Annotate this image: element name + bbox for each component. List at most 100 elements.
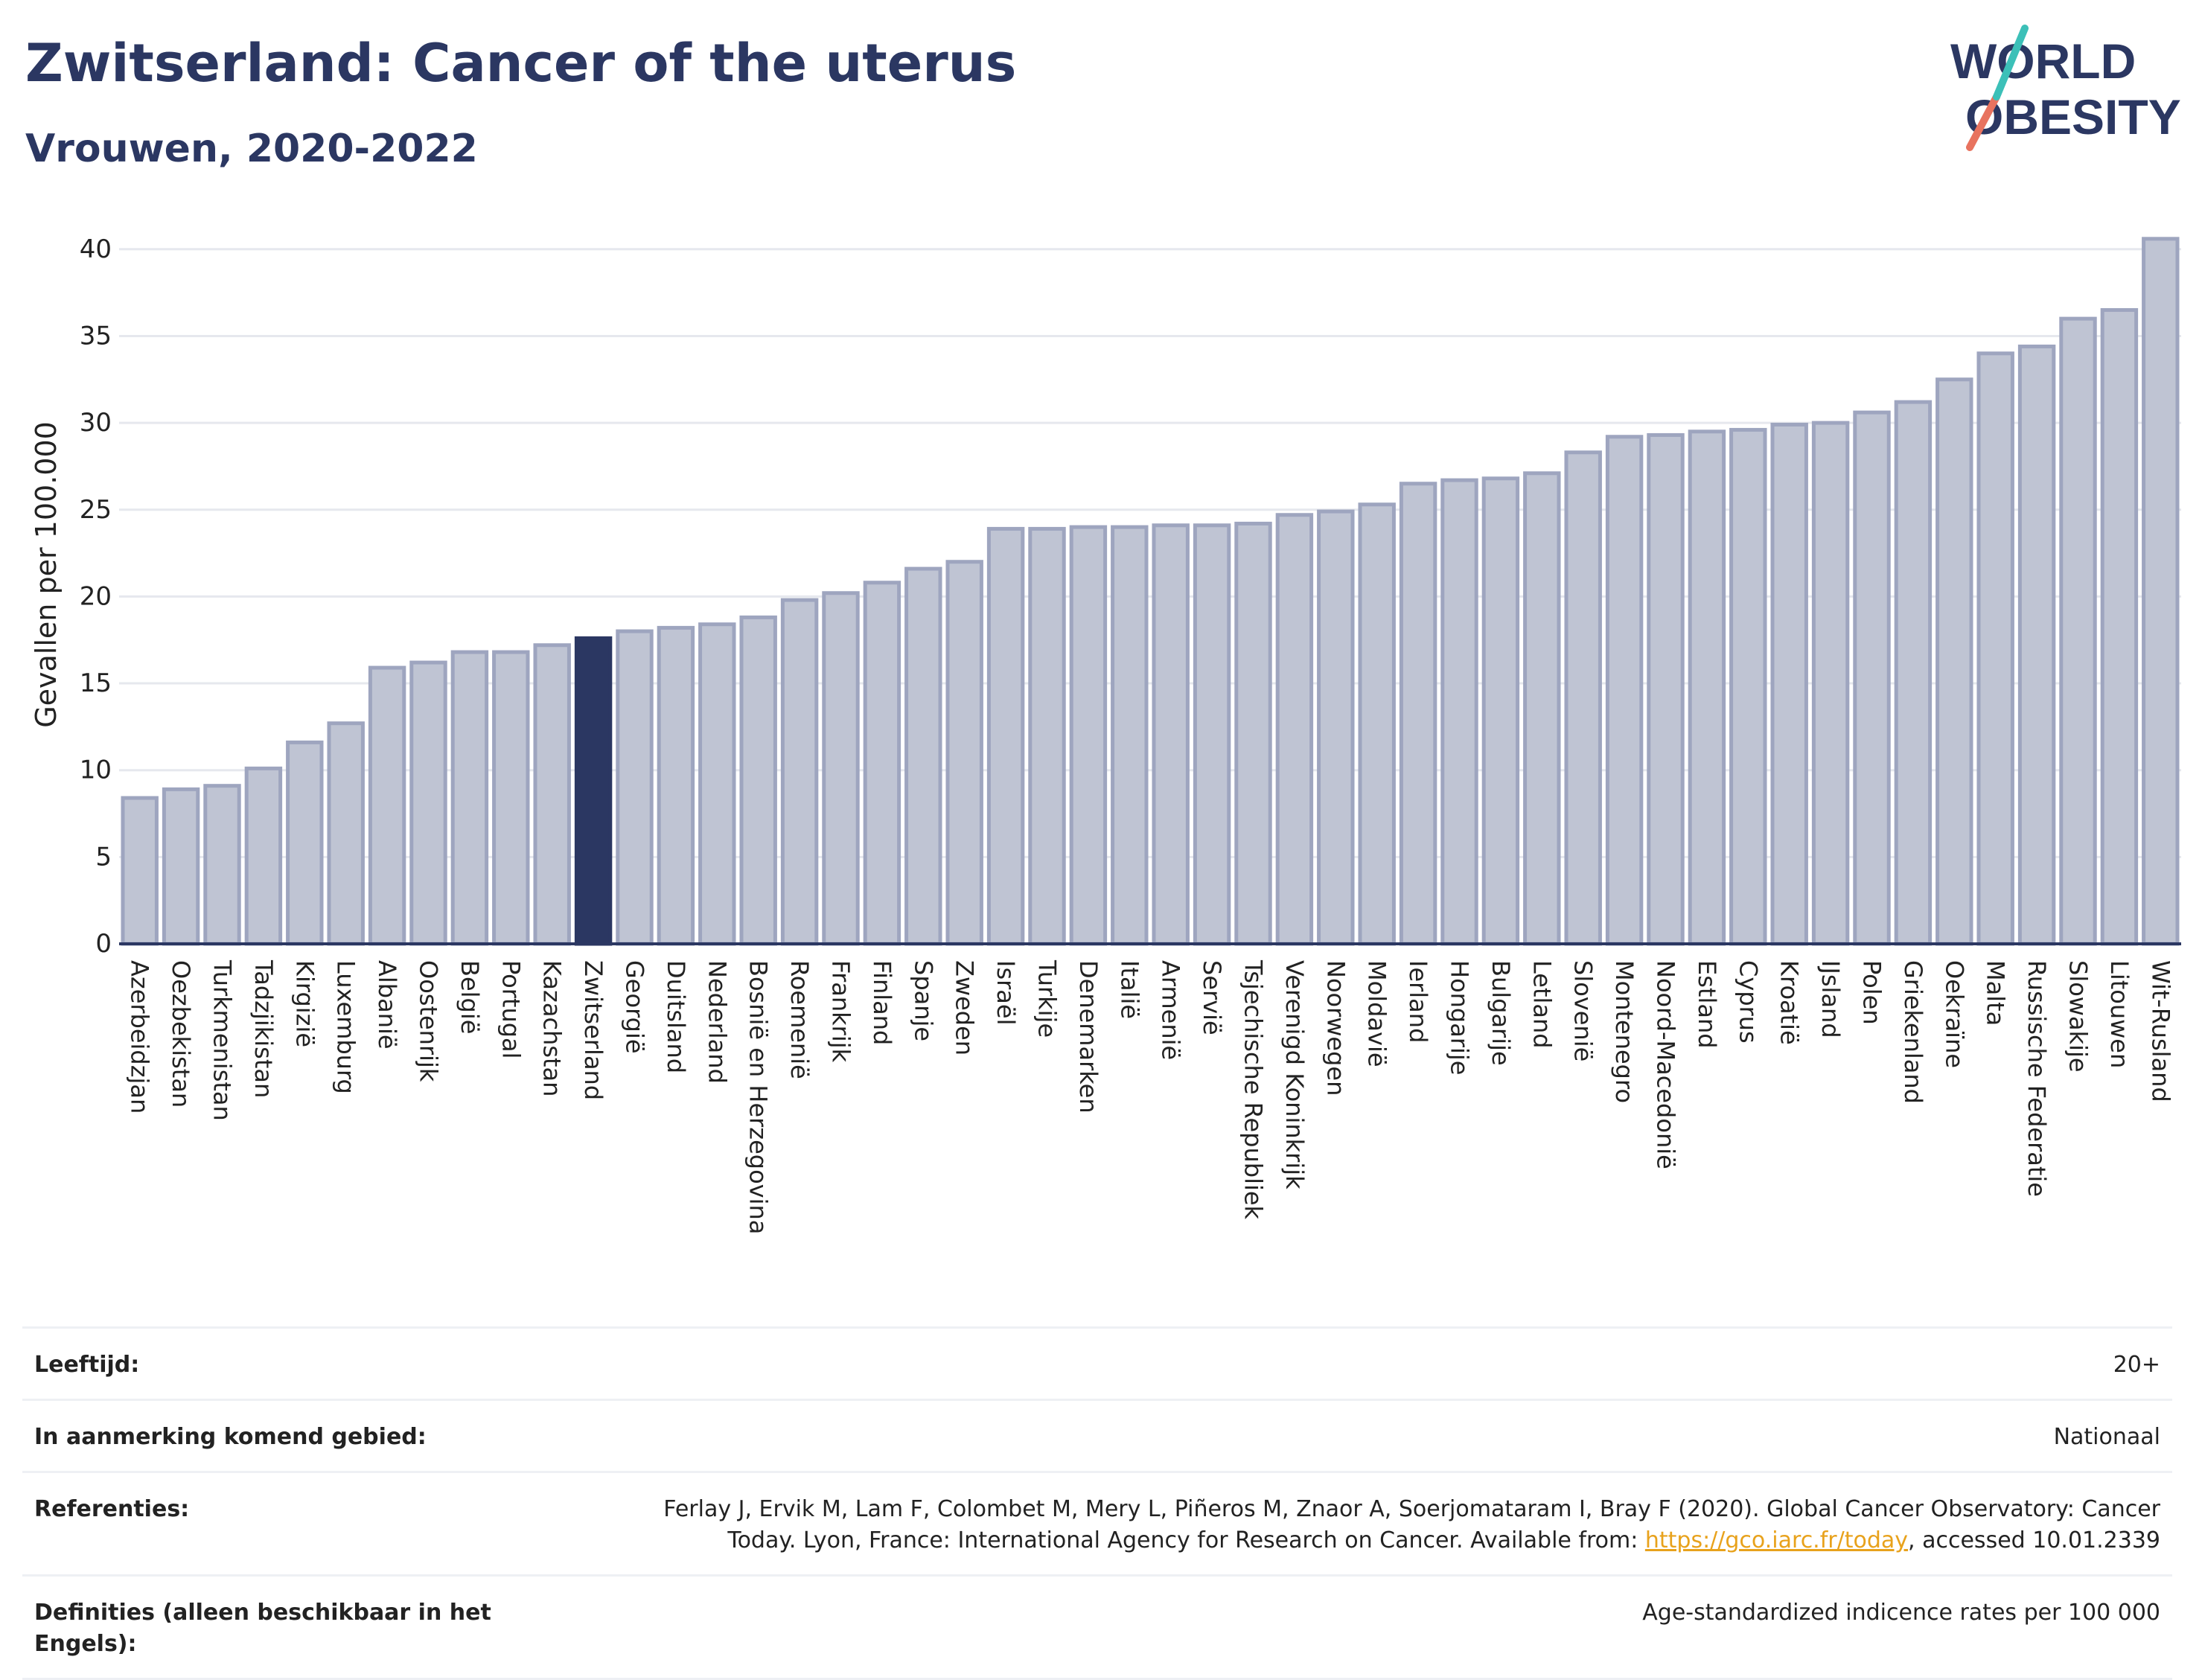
- y-tick-label: 15: [80, 668, 112, 698]
- bar: [1853, 410, 1891, 946]
- info-row-age: Leeftijd: 20+: [22, 1326, 2172, 1399]
- x-tick-label: Nederland: [703, 960, 731, 1084]
- bar: [657, 625, 695, 946]
- bar: [822, 591, 860, 946]
- bar: [1688, 429, 1726, 946]
- y-tick-label: 20: [80, 581, 112, 611]
- x-tick-label: Azerbeidzjan: [126, 960, 154, 1114]
- bar: [780, 598, 819, 946]
- x-tick-label: Oostenrijk: [415, 960, 443, 1082]
- bar: [203, 784, 241, 946]
- x-tick-label: Bulgarije: [1487, 960, 1515, 1066]
- bar: [1275, 513, 1314, 946]
- y-tick-label: 10: [80, 756, 112, 785]
- bar: [1399, 482, 1437, 946]
- x-tick-label: Griekenland: [1899, 960, 1927, 1104]
- bar: [492, 650, 530, 946]
- y-tick-label: 35: [80, 321, 112, 351]
- x-tick-label: Oezbekistan: [167, 960, 195, 1108]
- y-tick-label: 30: [80, 408, 112, 438]
- bar: [1069, 525, 1108, 946]
- x-tick-label: Bosnië en Herzegovina: [744, 960, 773, 1234]
- x-tick-label: Oekraïne: [1940, 960, 1968, 1068]
- bar: [616, 629, 654, 946]
- bar: [2142, 237, 2180, 946]
- bar: [121, 796, 159, 946]
- x-tick-label: Ierland: [1404, 960, 1432, 1043]
- y-tick-label: 40: [80, 234, 112, 264]
- bar: [244, 766, 283, 946]
- x-tick-label: Montenegro: [1610, 960, 1638, 1103]
- bar: [1976, 351, 2014, 946]
- references-label: Referenties:: [34, 1496, 190, 1522]
- x-tick-label: Malta: [1982, 960, 2010, 1026]
- bar: [2059, 316, 2097, 946]
- bar: [1770, 422, 1808, 946]
- y-tick-label: 0: [95, 929, 112, 959]
- logo-slash-red: [1966, 93, 2000, 151]
- x-tick-label: Kazachstan: [538, 960, 567, 1096]
- y-tick-label: 25: [80, 495, 112, 525]
- info-table: Leeftijd: 20+ In aanmerking komend gebie…: [22, 1326, 2172, 1680]
- bar: [904, 566, 942, 946]
- logo-slash-teal: [1993, 25, 2029, 100]
- references-value: Ferlay J, Ervik M, Lam F, Colombet M, Me…: [597, 1494, 2160, 1556]
- bar: [1811, 421, 1850, 946]
- x-tick-label: Polen: [1858, 960, 1886, 1025]
- bar: [450, 650, 489, 946]
- bar: [1647, 432, 1685, 946]
- x-tick-label: Slowakije: [2064, 960, 2093, 1073]
- bar: [409, 660, 447, 946]
- info-row-references: Referenties: Ferlay J, Ervik M, Lam F, C…: [22, 1471, 2172, 1574]
- bar: [2017, 344, 2056, 946]
- bar: [1523, 471, 1561, 946]
- bar: [1152, 523, 1190, 946]
- x-tick-label: Kirgizië: [290, 960, 319, 1047]
- age-label: Leeftijd:: [34, 1352, 140, 1378]
- bar: [1605, 435, 1644, 946]
- bar: [286, 740, 324, 946]
- x-tick-label: Georgië: [621, 960, 649, 1054]
- bar: [1564, 450, 1602, 946]
- x-tick-label: Servië: [1198, 960, 1226, 1035]
- x-tick-label: Albanië: [373, 960, 401, 1050]
- chart-title: Zwitserland: Cancer of the uterus: [25, 33, 1017, 94]
- x-tick-label: Litouwen: [2105, 960, 2134, 1068]
- area-label: In aanmerking komend gebied:: [34, 1424, 427, 1450]
- x-tick-label: Kroatië: [1775, 960, 1804, 1045]
- x-tick-label: Turkije: [1033, 959, 1062, 1038]
- bar-chart: 0 5 10 15 20 25 30 35 40 Gevallen per 100.000 Azer…: [30, 234, 2181, 1234]
- y-tick-label: 5: [95, 842, 112, 872]
- x-tick-label: Letland: [1528, 960, 1556, 1049]
- x-tick-label: Noord-Macedonië: [1652, 960, 1680, 1169]
- x-tick-label: Denemarken: [1074, 960, 1102, 1114]
- reference-link[interactable]: https://gco.iarc.fr/today: [1644, 1527, 1909, 1553]
- bar: [739, 615, 777, 946]
- x-tick-label: Zwitserland: [579, 960, 607, 1100]
- area-value: Nationaal: [2053, 1424, 2160, 1450]
- x-tick-label: Finland: [868, 960, 896, 1045]
- x-tick-label: Moldavië: [1363, 960, 1391, 1067]
- bar: [986, 526, 1025, 946]
- x-tick-label: Italië: [1115, 960, 1143, 1019]
- chart-subtitle: Vrouwen, 2020-2022: [25, 127, 478, 171]
- bar: [1193, 523, 1231, 946]
- info-row-definitions: Definities (alleen beschikbaar in het En…: [22, 1574, 2172, 1680]
- bar: [162, 787, 200, 946]
- info-row-area: In aanmerking komend gebied: Nationaal: [22, 1399, 2172, 1471]
- bar: [1111, 525, 1149, 946]
- world-obesity-logo: WORLD OBESITY: [1950, 25, 2181, 151]
- x-tick-label: België: [456, 960, 484, 1034]
- reference-text: Ferlay J, Ervik M, Lam F, Colombet M, Me…: [663, 1496, 2160, 1553]
- x-tick-label: Zweden: [951, 960, 979, 1055]
- bar: [1317, 509, 1355, 946]
- bar: [574, 636, 613, 946]
- x-tick-label: Israël: [992, 960, 1020, 1025]
- x-tick-label: Cyprus: [1734, 960, 1762, 1044]
- bar: [1440, 478, 1478, 946]
- bar: [1234, 521, 1272, 946]
- bar: [945, 560, 983, 946]
- x-tick-label: Tadzjikistan: [249, 959, 278, 1098]
- logo-line1: WORLD: [1950, 33, 2136, 89]
- bar: [2100, 307, 2139, 946]
